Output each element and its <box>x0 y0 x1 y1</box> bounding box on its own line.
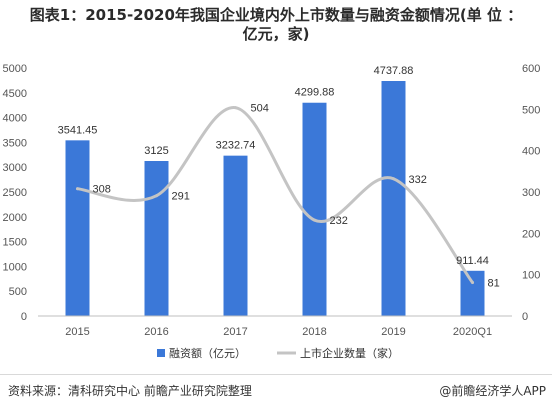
axes-layer: 0500100015002000250030003500400045005000… <box>3 63 541 338</box>
y-right-tick-label: 200 <box>522 228 540 240</box>
y-left-tick-label: 2500 <box>3 187 27 199</box>
bar <box>223 155 248 316</box>
y-left-tick-label: 4000 <box>3 113 27 125</box>
bar-value-label: 3541.45 <box>58 124 98 136</box>
legend-line-label: 上市企业数量（家） <box>300 346 399 360</box>
line-value-label: 308 <box>93 184 111 196</box>
x-tick-label: 2015 <box>65 326 89 338</box>
bar <box>302 102 327 316</box>
y-left-tick-label: 4500 <box>3 88 27 100</box>
labels-layer: 3541.45 3125 3232.74 4299.88 4737.88 911.44 30… <box>58 65 500 290</box>
x-tick-label: 2017 <box>223 326 247 338</box>
chart-title-line2: 亿元，家) <box>242 25 310 43</box>
line-point <box>471 281 474 285</box>
line-value-label: 232 <box>330 215 348 227</box>
y-left-tick-label: 3500 <box>3 137 27 149</box>
bar-value-label: 4299.88 <box>295 87 335 99</box>
x-tick-label: 2020Q1 <box>453 326 492 338</box>
line-value-label: 81 <box>488 278 500 290</box>
series-line <box>76 106 474 285</box>
legend-bar-swatch <box>157 349 165 357</box>
legend-bar-label: 融资额（亿元） <box>169 347 246 360</box>
line-layer <box>76 106 474 285</box>
bar-value-label: 3232.74 <box>216 140 256 152</box>
y-right-tick-label: 600 <box>522 63 540 75</box>
y-right-tick-label: 300 <box>522 187 540 199</box>
line-value-label: 504 <box>251 103 269 115</box>
y-right-tick-label: 400 <box>522 146 540 158</box>
y-left-tick-label: 500 <box>9 286 27 298</box>
x-tick-label: 2018 <box>302 326 326 338</box>
bar <box>460 270 485 316</box>
y-left-tick-label: 3000 <box>3 162 27 174</box>
x-tick-label: 2016 <box>144 326 168 338</box>
line-point <box>392 177 395 181</box>
line-point <box>155 194 158 198</box>
line-value-label: 291 <box>172 191 190 203</box>
y-right-tick-label: 0 <box>522 311 528 323</box>
credit-note: @前瞻经济学人APP <box>439 384 546 398</box>
bar-value-label: 911.44 <box>456 255 489 267</box>
line-point <box>313 218 316 222</box>
line-point <box>76 187 79 191</box>
bar <box>144 161 169 316</box>
y-left-tick-label: 1000 <box>3 261 27 273</box>
source-note: 资料来源：清科研究中心 前瞻产业研究院整理 <box>8 384 252 398</box>
bar-value-label: 4737.88 <box>374 65 414 77</box>
y-right-tick-label: 100 <box>522 270 540 282</box>
y-left-tick-label: 2000 <box>3 212 27 224</box>
chart-title: 图表1：2015-2020年我国企业境内外上市数量与融资金额情况(单 位 ： 亿… <box>0 6 552 44</box>
bar-value-label: 3125 <box>144 145 168 157</box>
y-left-tick-label: 1500 <box>3 237 27 249</box>
y-left-tick-label: 5000 <box>3 63 27 75</box>
line-value-label: 332 <box>409 174 427 186</box>
line-point <box>234 106 237 110</box>
bars-layer <box>65 81 485 316</box>
bar <box>381 81 406 316</box>
y-left-tick-label: 0 <box>21 311 27 323</box>
y-right-tick-label: 500 <box>522 104 540 116</box>
x-tick-label: 2019 <box>381 326 405 338</box>
legend: 融资额（亿元） 上市企业数量（家） <box>157 346 399 360</box>
footer-divider <box>0 374 552 375</box>
bar <box>65 140 90 316</box>
chart-title-line1: 图表1：2015-2020年我国企业境内外上市数量与融资金额情况(单 位 ： <box>29 6 523 24</box>
